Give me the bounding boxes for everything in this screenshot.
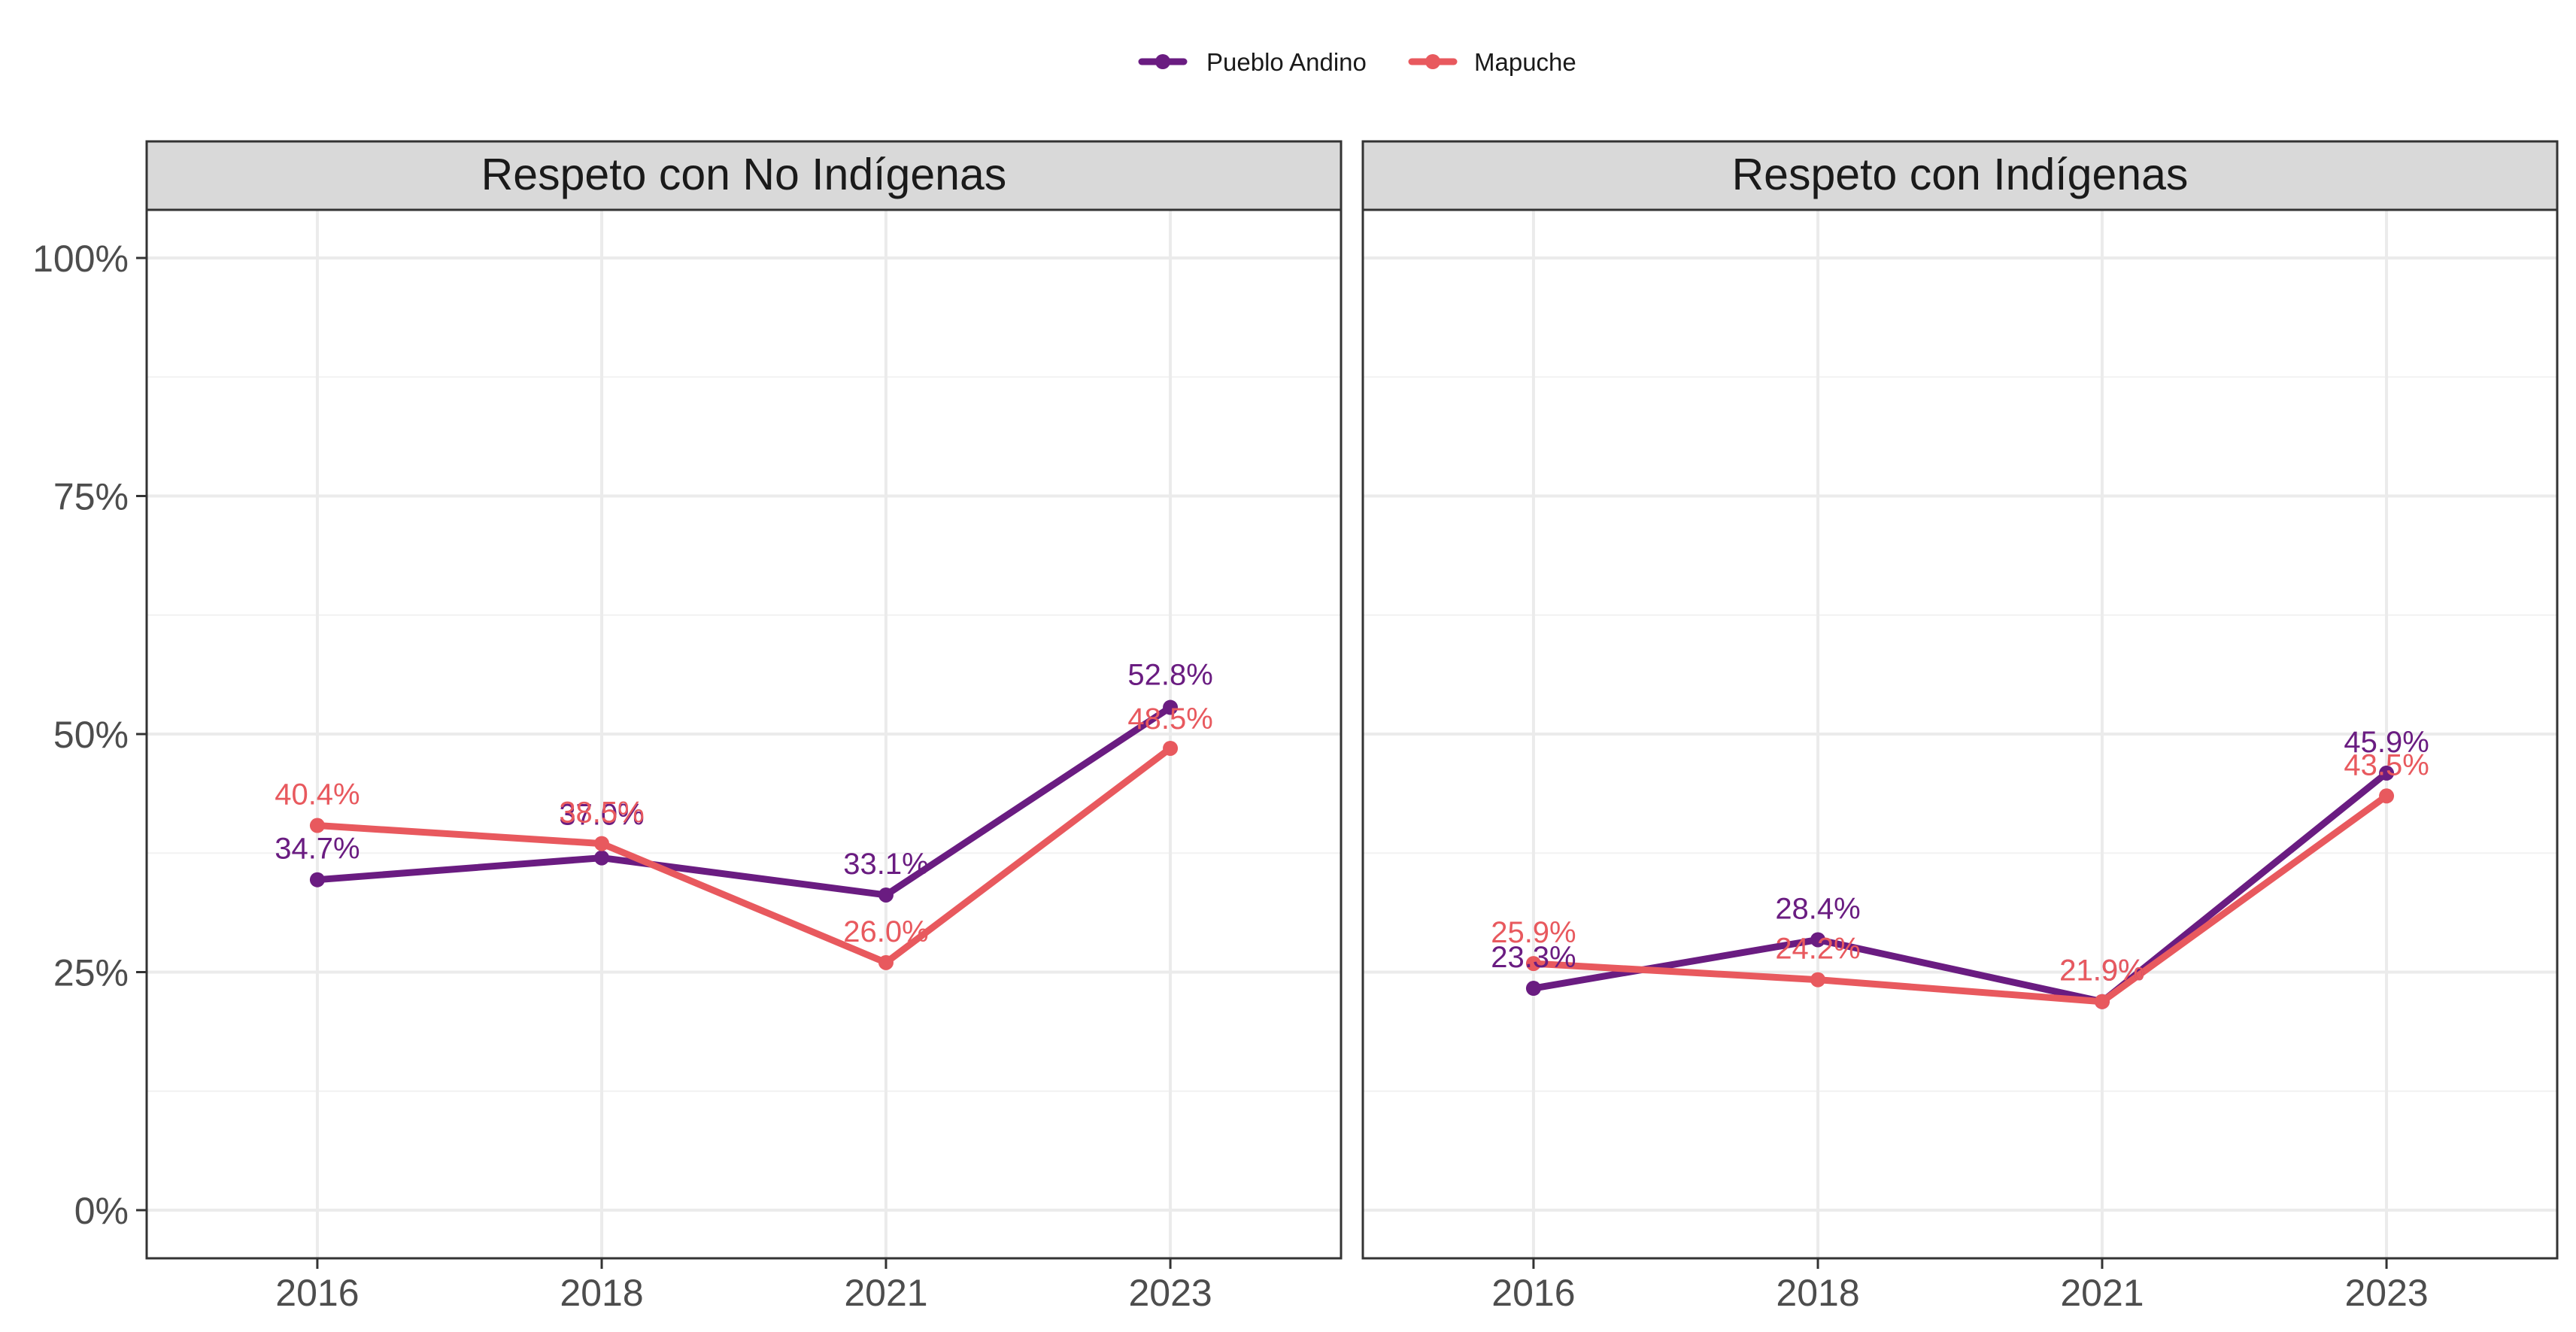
- x-tick-label: 2023: [1128, 1272, 1212, 1314]
- data-point: [309, 818, 325, 833]
- facet-title: Respeto con No Indígenas: [481, 150, 1007, 199]
- data-point: [1810, 972, 1826, 988]
- data-point: [2379, 765, 2395, 781]
- y-tick-label: 50%: [53, 714, 129, 756]
- data-label: 34.7%: [275, 833, 360, 866]
- data-label: 21.9%: [2059, 954, 2144, 988]
- data-point: [1810, 932, 1826, 948]
- data-point: [1525, 956, 1541, 972]
- panel-respeto-no-indigenas: Respeto con No Indígenas 2016 2018 2021 2023…: [145, 140, 1343, 1314]
- data-label: 43.5%: [2344, 748, 2429, 781]
- data-label: 33.1%: [843, 848, 928, 881]
- y-tick-label: 25%: [53, 952, 129, 994]
- x-tick-label: 2023: [2344, 1272, 2428, 1314]
- x-tick-label: 2016: [275, 1272, 359, 1314]
- data-point: [878, 954, 894, 970]
- data-point: [2094, 994, 2110, 1009]
- data-label: 21.9%: [2059, 954, 2144, 988]
- series-line-pueblo-andino: [1530, 769, 2390, 1006]
- y-tick-label: 0%: [74, 1190, 129, 1232]
- data-label: 37.0%: [559, 799, 644, 832]
- data-point: [1163, 740, 1179, 756]
- data-label: 23.3%: [1491, 941, 1576, 974]
- data-label: 25.9%: [1491, 916, 1576, 949]
- data-label: 40.4%: [275, 778, 360, 812]
- data-point: [309, 872, 325, 887]
- legend-label: Mapuche: [1474, 48, 1576, 76]
- x-tick-label: 2018: [1776, 1272, 1859, 1314]
- legend-label: Pueblo Andino: [1206, 48, 1367, 76]
- data-point: [2379, 788, 2395, 804]
- x-tick-label: 2021: [2060, 1272, 2144, 1314]
- data-label: 48.5%: [1127, 702, 1212, 736]
- series-line-mapuche: [1530, 792, 2390, 1006]
- data-label: 38.5%: [559, 796, 644, 830]
- data-point: [594, 836, 610, 851]
- facet-title: Respeto con Indígenas: [1732, 150, 2189, 199]
- y-tick-label: 100%: [32, 238, 129, 280]
- series-line-mapuche: [314, 745, 1174, 966]
- x-tick-label: 2021: [844, 1272, 927, 1314]
- legend-key-point: [1155, 54, 1170, 69]
- data-label: 52.8%: [1127, 659, 1212, 692]
- legend: Pueblo Andino Mapuche: [1138, 48, 1576, 76]
- facet-strip: [145, 140, 1343, 211]
- legend-key-point: [1425, 54, 1440, 69]
- y-axis: 0% 25% 50% 75% 100%: [32, 238, 147, 1232]
- x-tick-label: 2016: [1491, 1272, 1575, 1314]
- data-label: 26.0%: [843, 915, 928, 948]
- x-tick-label: 2018: [560, 1272, 643, 1314]
- y-tick-label: 75%: [53, 476, 129, 518]
- data-point: [1525, 981, 1541, 997]
- data-label: 28.4%: [1775, 892, 1860, 925]
- facet-strip: [1361, 140, 2559, 211]
- panel-respeto-indigenas: Respeto con Indígenas 2016 2018 2021 2023 23.…: [1361, 140, 2559, 1314]
- data-point: [594, 850, 610, 866]
- data-point: [878, 887, 894, 903]
- data-point: [1163, 699, 1179, 715]
- data-label: 45.9%: [2344, 726, 2429, 759]
- data-label: 24.2%: [1775, 933, 1860, 966]
- series-line-pueblo-andino: [314, 704, 1174, 899]
